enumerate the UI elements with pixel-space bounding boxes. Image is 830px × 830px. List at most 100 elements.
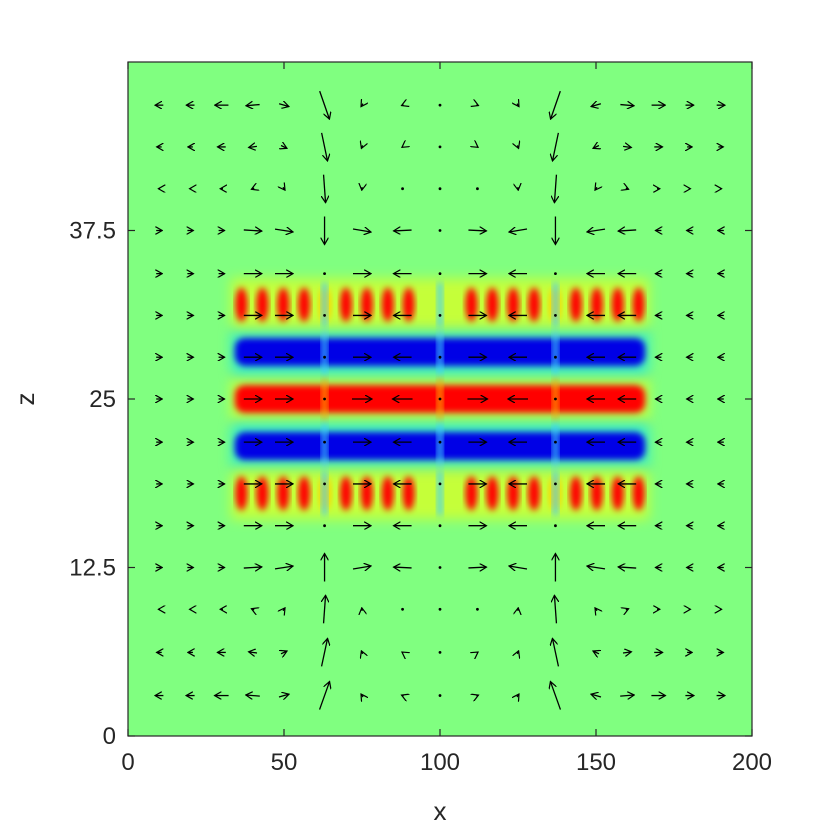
x-axis-label: x (434, 796, 447, 826)
quiver-arrow (595, 608, 597, 611)
field-gap (437, 282, 443, 327)
quiver-arrow (509, 566, 528, 569)
quiver-arrow (243, 230, 262, 231)
upper-negative-band (230, 325, 650, 378)
field-blob (569, 287, 582, 322)
quiver-arrow (595, 187, 597, 190)
quiver-dot (438, 440, 442, 444)
quiver-arrow (249, 652, 258, 653)
quiver-dot (438, 229, 442, 232)
quiver-arrow (477, 147, 478, 148)
quiver-arrow (620, 105, 634, 106)
field-blob (360, 476, 373, 511)
quiver-dot (323, 524, 326, 528)
quiver-dot (554, 397, 557, 401)
field-blob (235, 287, 248, 322)
field-blob (569, 476, 582, 511)
field-blob (402, 476, 415, 511)
y-tick-label: 0 (103, 723, 116, 750)
field-blob (277, 287, 290, 322)
quiver-arrow (593, 146, 599, 149)
y-axis: 0 12.5 25 37.5 (69, 218, 752, 750)
quiver-arrow (402, 105, 404, 106)
quiver-dot (323, 397, 326, 401)
quiver-dot (438, 566, 442, 569)
quiver-arrow (587, 566, 606, 569)
quiver-arrow (477, 652, 478, 653)
quiver-arrow (319, 90, 330, 119)
quiver-arrow (283, 187, 285, 190)
quiver-arrow (274, 229, 293, 232)
x-tick-label: 50 (271, 749, 298, 776)
quiver-arrow (552, 638, 560, 667)
field-gap (552, 329, 559, 374)
quiver-arrow (251, 609, 254, 610)
quiver-dot (438, 524, 442, 528)
quiver-dot (438, 694, 442, 697)
quiver-dot (438, 145, 442, 149)
field-blob (611, 476, 624, 511)
field-blob (528, 476, 541, 511)
y-axis-label: z (10, 393, 40, 406)
quiver-arrow (468, 567, 486, 568)
quiver-arrow (402, 147, 403, 148)
quiver-dot (476, 607, 479, 611)
field-gap (437, 471, 443, 516)
quiver-arrow (554, 595, 556, 624)
field-blob (486, 287, 499, 322)
field-blob (590, 287, 603, 322)
field-blob (590, 476, 603, 511)
quiver-arrow (281, 651, 287, 654)
quiver-arrow (476, 105, 478, 106)
field-blob (402, 287, 415, 322)
quiver-arrow (324, 174, 326, 203)
field-blob (507, 287, 520, 322)
quiver-arrow (283, 608, 285, 611)
quiver-dot (554, 355, 557, 359)
quiver-arrow (394, 567, 412, 568)
y-tick-label: 12.5 (69, 555, 116, 582)
x-tick-label: 150 (576, 749, 616, 776)
field-gap (321, 282, 328, 327)
quiver-dot (401, 607, 404, 611)
quiver-dot (476, 187, 479, 191)
quiver-dot (323, 355, 326, 359)
plot-area (127, 61, 753, 737)
quiver-arrow (591, 694, 602, 697)
field-blob (339, 476, 352, 511)
quiver-layer (155, 90, 725, 710)
field-gap (552, 424, 559, 469)
x-tick-label: 200 (732, 749, 772, 776)
quiver-arrow (622, 652, 631, 653)
quiver-arrow (550, 682, 562, 710)
quiver-arrow (593, 651, 599, 654)
y-tick-label: 25 (89, 386, 116, 413)
quiver-arrow (320, 638, 328, 667)
quiver-arrow (278, 104, 289, 107)
field-blob (256, 287, 269, 322)
quiver-arrow (587, 229, 606, 232)
x-axis: 0 50 100 150 200 (121, 62, 772, 776)
field-blob (381, 476, 394, 511)
quiver-dot (323, 314, 326, 317)
quiver-arrow (517, 694, 519, 697)
quiver-arrow (274, 566, 293, 569)
quiver-arrow (620, 695, 634, 696)
x-tick-label: 100 (420, 749, 460, 776)
field-gap (321, 424, 328, 469)
quiver-dot (438, 355, 442, 359)
field-blob (611, 287, 624, 322)
y-tick-label: 37.5 (69, 218, 116, 245)
quiver-dot (438, 397, 442, 401)
quiver-arrow (468, 230, 486, 231)
quiver-dot (323, 440, 326, 444)
quiver-dot (554, 272, 557, 276)
field-blob (632, 476, 645, 511)
field-blob (256, 476, 269, 511)
quiver-arrow (618, 567, 637, 568)
quiver-arrow (509, 229, 528, 232)
quiver-arrow (352, 229, 371, 232)
quiver-dot (438, 103, 442, 107)
quiver-arrow (352, 566, 371, 569)
